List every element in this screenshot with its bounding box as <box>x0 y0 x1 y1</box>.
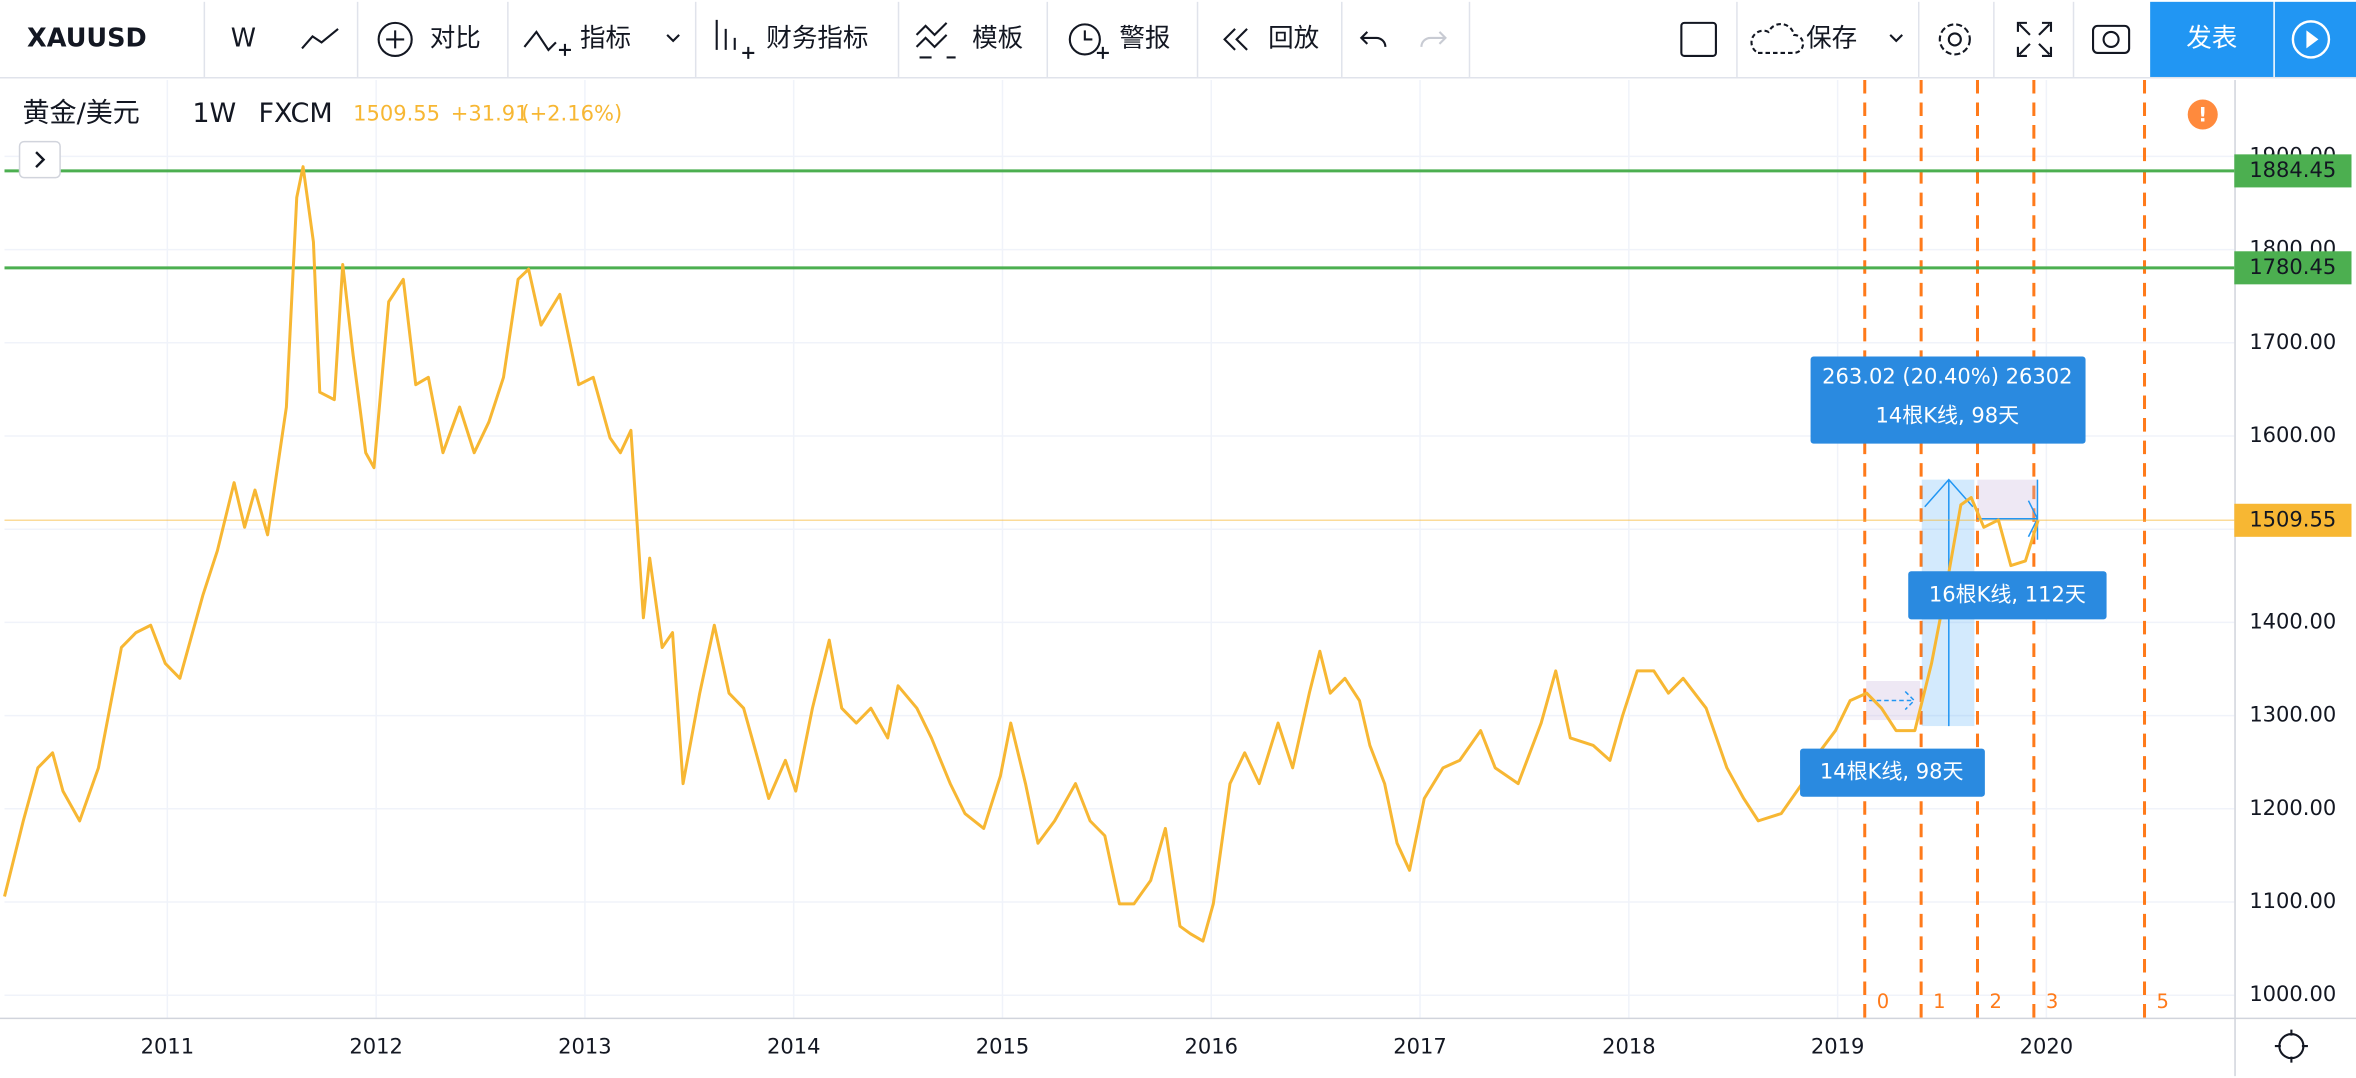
last-price-label: 1509.55 <box>2249 506 2336 531</box>
annotation-text: 14根K线, 98天 <box>1875 403 2019 428</box>
hline-price-label: 1780.45 <box>2249 254 2336 279</box>
redo-button[interactable] <box>1420 31 1447 48</box>
annotation-box <box>1800 748 1985 797</box>
compare-icon <box>377 21 413 57</box>
symbol[interactable]: XAUUSD <box>27 23 147 53</box>
snapshot-button[interactable] <box>2092 24 2131 54</box>
play-icon <box>2291 20 2331 59</box>
toolbar: XAUUSD W 对比 指标 财务指标 模板 警报 回放 保存 发表 <box>0 1 2356 79</box>
x-tick-label: 2016 <box>1185 1034 1238 1059</box>
time-zone-label: 5 <box>2157 990 2169 1013</box>
x-tick-label: 2011 <box>141 1034 194 1059</box>
y-tick-label: 1200.00 <box>2249 795 2336 820</box>
x-tick-label: 2017 <box>1393 1034 1446 1059</box>
x-tick-label: 2018 <box>1602 1034 1655 1059</box>
y-tick-label: 1600.00 <box>2249 422 2336 447</box>
indicators-button[interactable]: 指标 <box>580 23 631 53</box>
series-name: 黄金/美元 <box>23 98 140 129</box>
publish-label: 发表 <box>2186 23 2237 53</box>
legend: 黄金/美元 1W FXCM 1509.55 +31.91 (+2.16%) ! <box>18 98 2218 179</box>
replay-button[interactable]: 回放 <box>1268 23 1319 53</box>
undo-button[interactable] <box>1359 31 1387 48</box>
hline-price-tag <box>2234 154 2352 188</box>
expand-button[interactable] <box>18 140 61 179</box>
y-tick-label: 1700.00 <box>2249 329 2336 354</box>
indicators-icon <box>523 30 571 56</box>
dropdown-icon[interactable] <box>666 34 680 43</box>
time-zone-label: 0 <box>1877 990 1889 1013</box>
annotation-text: 16根K线, 112天 <box>1929 581 2086 606</box>
hline-price-label: 1884.45 <box>2249 157 2336 182</box>
settings-button[interactable] <box>1938 23 1971 56</box>
annotation-text: 263.02 (20.40%) 26302 <box>1822 363 2072 388</box>
publish-button[interactable] <box>2150 1 2274 77</box>
plot: 2011 2012 2013 2014 2015 2016 2017 2018 2019 2020… <box>0 79 2356 1077</box>
legend-price: 1509.55 <box>353 101 440 126</box>
x-tick-label: 2019 <box>1811 1034 1864 1059</box>
axis-settings-button[interactable] <box>2274 1029 2308 1063</box>
play-icon <box>2306 30 2319 49</box>
price-line <box>3 165 2040 943</box>
annotation-box <box>1810 356 2086 444</box>
date-range-arrow <box>1977 479 2039 540</box>
legend-source: FXCM <box>258 98 332 129</box>
time-zone-label: 3 <box>2046 990 2058 1013</box>
date-range-box <box>1977 479 2038 521</box>
time-zone-label: 1 <box>1933 990 1945 1013</box>
y-tick-label: 1300.00 <box>2249 702 2336 727</box>
expand-icon <box>35 151 46 168</box>
last-price-tag <box>2234 503 2352 537</box>
x-tick-label: 2013 <box>558 1034 611 1059</box>
annotation-box <box>1908 571 2107 620</box>
hline-price-tag <box>2234 251 2352 285</box>
layout-button[interactable] <box>1680 21 1717 57</box>
replay-icon <box>1223 28 1248 51</box>
y-tick-label: 1000.00 <box>2249 981 2336 1006</box>
interval-button[interactable]: W <box>231 23 256 53</box>
dropdown-icon[interactable] <box>1889 34 1903 43</box>
compare-icon <box>386 30 405 49</box>
alerts-button[interactable]: 警报 <box>1119 23 1170 53</box>
date-range-arrow <box>1869 690 1916 711</box>
y-tick-label: 1100.00 <box>2249 888 2336 913</box>
alerts-icon <box>1068 23 1101 56</box>
annotation-text: 14根K线, 98天 <box>1820 759 1964 784</box>
legend-interval: 1W <box>192 98 236 129</box>
warning-icon: ! <box>2198 104 2207 127</box>
x-tick-label: 2012 <box>349 1034 402 1059</box>
legend-change: +31.91 <box>451 101 529 126</box>
financials-button[interactable]: 财务指标 <box>766 23 868 53</box>
templates-icon <box>915 22 956 59</box>
snapshot-icon <box>2102 30 2120 48</box>
financials-icon <box>715 19 755 59</box>
settings-icon <box>1947 32 1962 47</box>
time-zone-label: 2 <box>1990 990 2002 1013</box>
x-tick-label: 2015 <box>976 1034 1029 1059</box>
alerts-icon <box>1083 30 1109 59</box>
chart-style-icon[interactable] <box>301 28 339 50</box>
fullscreen-button[interactable] <box>2016 21 2053 57</box>
warning-button[interactable] <box>2187 99 2218 130</box>
save-button[interactable]: 保存 <box>1806 23 1857 53</box>
y-tick-label: 1400.00 <box>2249 608 2336 633</box>
cloud-icon <box>1750 23 1805 54</box>
legend-change-pct: (+2.16%) <box>521 101 622 126</box>
compare-button[interactable]: 对比 <box>430 23 481 53</box>
templates-button[interactable]: 模板 <box>972 23 1023 53</box>
x-tick-label: 2020 <box>2020 1034 2073 1059</box>
x-tick-label: 2014 <box>767 1034 820 1059</box>
